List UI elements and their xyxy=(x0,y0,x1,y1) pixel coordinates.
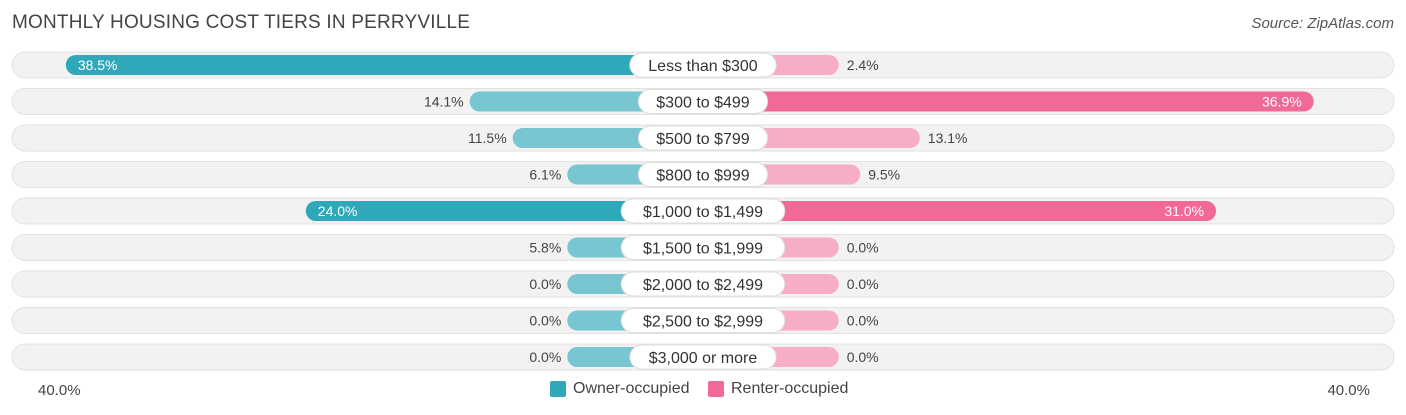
category-pill xyxy=(637,89,769,114)
renter-value-label: 0.0% xyxy=(847,240,879,256)
renter-value-label: 0.0% xyxy=(847,349,879,365)
renter-value-label: 36.9% xyxy=(1262,94,1302,110)
axis-left-label: 40.0% xyxy=(38,382,81,399)
renter-value-label: 13.1% xyxy=(928,130,968,146)
owner-value-label: 6.1% xyxy=(529,167,561,183)
legend-owner-label: Owner-occupied xyxy=(573,380,690,397)
category-label: $1,000 to $1,499 xyxy=(643,204,763,221)
owner-value-label: 14.1% xyxy=(424,94,464,110)
chart-title: MONTHLY HOUSING COST TIERS IN PERRYVILLE xyxy=(12,12,471,33)
renter-bar xyxy=(693,201,1217,221)
renter-bar xyxy=(693,91,1314,112)
chart-source: Source: ZipAtlas.com xyxy=(1251,15,1394,32)
legend-renter: Renter-occupied xyxy=(708,380,848,398)
renter-value-label: 0.0% xyxy=(847,276,879,292)
owner-value-label: 38.5% xyxy=(78,57,118,73)
category-label: $800 to $999 xyxy=(656,168,750,185)
owner-value-label: 0.0% xyxy=(529,276,561,292)
legend-renter-label: Renter-occupied xyxy=(731,380,849,397)
renter-value-label: 31.0% xyxy=(1164,203,1204,219)
category-label: $1,500 to $1,999 xyxy=(643,241,763,258)
category-pill xyxy=(637,162,769,187)
owner-value-label: 0.0% xyxy=(529,349,561,365)
category-pill xyxy=(629,344,777,370)
category-pill xyxy=(620,271,786,297)
category-pill xyxy=(620,198,786,224)
category-label: $3,000 or more xyxy=(649,350,758,367)
category-pill xyxy=(637,125,769,151)
category-label: Less than $300 xyxy=(648,58,758,75)
owner-value-label: 0.0% xyxy=(529,313,561,329)
category-label: $300 to $499 xyxy=(656,95,750,112)
renter-value-label: 0.0% xyxy=(847,313,879,329)
legend-owner-swatch xyxy=(550,381,566,397)
legend-renter-swatch xyxy=(708,381,724,397)
axis-right-label: 40.0% xyxy=(1327,382,1370,399)
category-label: $500 to $799 xyxy=(656,131,750,148)
renter-value-label: 9.5% xyxy=(868,167,900,183)
legend-owner: Owner-occupied xyxy=(550,380,690,398)
category-pill xyxy=(620,235,786,260)
diverging-bar-chart: 38.5% 2.4% Less than $300 14.1% 36.9% $300 to… xyxy=(11,51,1395,371)
owner-value-label: 24.0% xyxy=(318,203,358,219)
owner-value-label: 11.5% xyxy=(468,130,507,146)
category-pill xyxy=(620,308,786,333)
category-label: $2,500 to $2,999 xyxy=(643,314,763,331)
owner-value-label: 5.8% xyxy=(529,240,561,256)
category-label: $2,000 to $2,499 xyxy=(643,277,763,294)
category-pill xyxy=(629,52,777,78)
owner-bar xyxy=(305,201,713,221)
renter-value-label: 2.4% xyxy=(847,57,879,73)
chart-legend: Owner-occupied Renter-occupied xyxy=(0,380,1406,402)
owner-bar xyxy=(65,55,713,75)
